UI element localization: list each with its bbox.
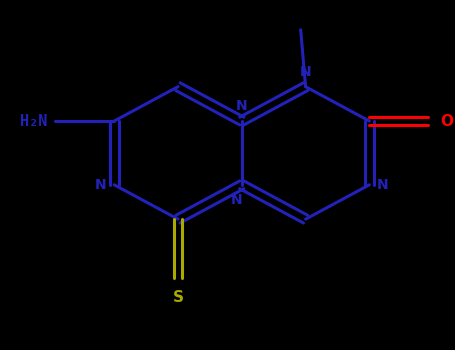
Text: S: S (172, 290, 183, 305)
Text: N: N (95, 178, 106, 192)
Text: O: O (440, 113, 453, 128)
Text: N: N (231, 193, 243, 206)
Text: N: N (300, 65, 311, 79)
Text: H₂N: H₂N (20, 113, 47, 128)
Text: N: N (236, 99, 248, 113)
Text: N: N (377, 178, 389, 192)
